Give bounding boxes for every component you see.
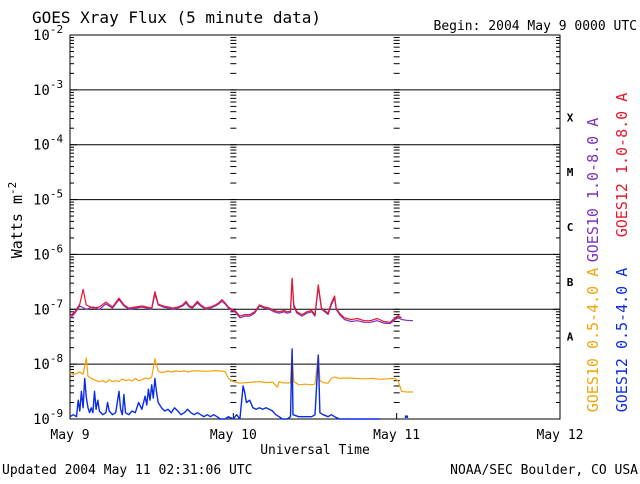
legend-entry-3: GOES12 0.5-4.0 A [613,268,631,413]
tick-layer [69,37,561,420]
y-tick-base: 10 [33,412,50,428]
series-layer [69,277,414,420]
begin-label: Begin: 2004 May 9 0000 UTC [434,19,638,34]
y-tick-base: 10 [33,193,50,209]
y-tick-exponent: -9 [50,407,63,420]
chart-title: GOES Xray Flux (5 minute data) [32,8,321,27]
x-tick-label: May 11 [373,428,420,443]
y-tick-label: 10-5 [33,188,63,209]
y-tick-exponent: -6 [50,242,63,255]
flare-class-labels: X M C B A [567,111,574,343]
legend-entry-2: GOES10 0.5-4.0 A [584,268,602,413]
series-line-2 [69,350,413,393]
y-tick-base: 10 [33,28,50,44]
y-tick-label: 10-2 [33,23,63,44]
flare-class-c: C [567,221,574,234]
flare-class-a: A [567,331,574,344]
y-tick-label: 10-6 [33,242,63,263]
y-tick-label: 10-7 [33,297,63,318]
y-tick-labels: 10-210-310-410-510-610-710-810-9 [33,23,63,428]
y-tick-base: 10 [33,83,50,99]
flare-class-b: B [567,276,574,289]
y-tick-exponent: -2 [50,23,63,36]
y-axis-title-exponent: -2 [6,182,19,195]
y-tick-exponent: -4 [50,133,64,146]
y-axis-title: Watts m-2 [6,182,26,258]
x-axis-title: Universal Time [260,443,370,458]
x-tick-label: May 9 [50,428,89,443]
y-tick-label: 10-9 [33,407,63,428]
x-tick-label: May 10 [210,428,257,443]
flare-class-x: X [567,111,574,124]
series-line-1 [69,277,402,323]
x-tick-label: May 12 [537,428,584,443]
y-tick-base: 10 [33,302,50,318]
y-tick-exponent: -5 [50,188,63,201]
y-tick-exponent: -3 [50,78,63,91]
y-tick-label: 10-4 [33,133,63,154]
x-tick-labels: May 9 May 10 May 11 May 12 [50,428,583,443]
y-tick-exponent: -8 [50,352,63,365]
legend-entry-1: GOES12 1.0-8.0 A [613,93,631,238]
y-tick-label: 10-8 [33,352,63,373]
grid-layer [70,89,560,365]
y-tick-base: 10 [33,138,50,154]
legend: GOES10 1.0-8.0 A GOES12 1.0-8.0 A GOES10 0… [584,93,631,413]
y-tick-exponent: -7 [50,297,63,310]
y-tick-base: 10 [33,357,50,373]
y-tick-base: 10 [33,247,50,263]
credit-label: NOAA/SEC Boulder, CO USA [450,463,638,478]
updated-label: Updated 2004 May 11 02:31:06 UTC [2,463,252,478]
series-line-0 [69,278,414,325]
series-line-3 [69,348,381,420]
legend-entry-0: GOES10 1.0-8.0 A [584,118,602,263]
plot-frame [69,34,561,420]
y-axis-title-text: Watts m [8,195,26,258]
y-tick-label: 10-3 [33,78,63,99]
flare-class-m: M [567,166,574,179]
